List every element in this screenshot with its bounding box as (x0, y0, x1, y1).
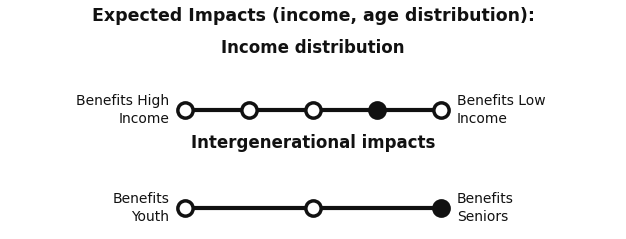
Text: Benefits
Youth: Benefits Youth (112, 192, 169, 223)
Text: Expected Impacts (income, age distribution):: Expected Impacts (income, age distributi… (91, 7, 535, 25)
Text: Benefits High
Income: Benefits High Income (76, 94, 169, 125)
Text: Benefits Low
Income: Benefits Low Income (457, 94, 546, 125)
Text: Benefits
Seniors: Benefits Seniors (457, 192, 514, 223)
Text: Intergenerational impacts: Intergenerational impacts (191, 134, 435, 152)
Text: Income distribution: Income distribution (221, 39, 405, 57)
